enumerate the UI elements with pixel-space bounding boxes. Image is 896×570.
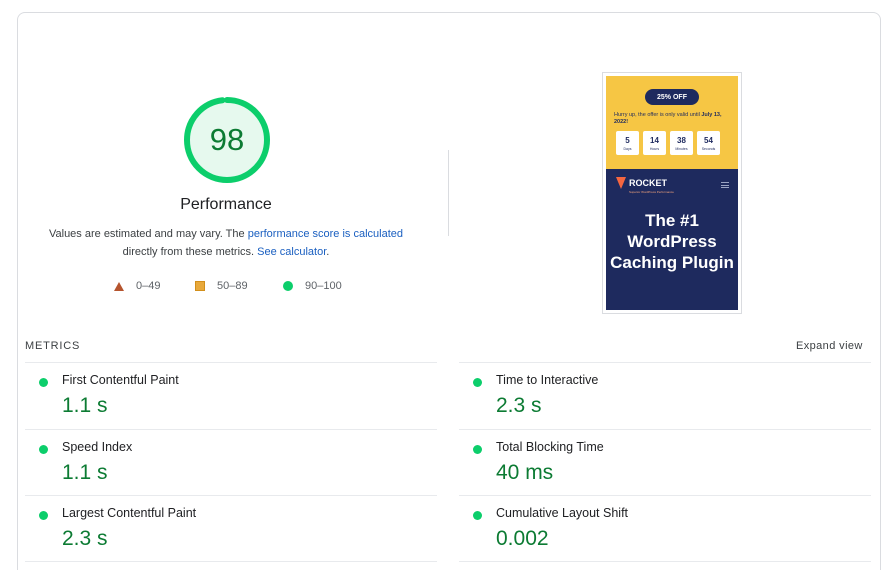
legend-label: 90–100 [305,280,342,292]
logo-text: ROCKET [629,178,667,188]
metric-value: 0.002 [496,527,549,550]
triangle-icon [114,281,124,291]
expand-view-button[interactable]: Expand view [796,340,863,352]
offer-text: Hurry up, the offer is only valid until … [614,112,734,126]
metric-separator [25,495,437,496]
metric-speed-index: Speed Index 1.1 s [25,430,437,496]
timer-box: 14 Hours [643,131,666,155]
offer-date: July 13, 2022! [614,112,722,125]
performance-title: Performance [180,196,272,213]
performance-score-link[interactable]: performance score is calculated [247,228,403,240]
description-text: Values are estimated and may vary. The [48,228,248,240]
timer-value: 14 [650,135,659,145]
metric-name: Cumulative Layout Shift [496,506,629,520]
metric-separator [459,429,871,430]
square-icon [195,281,205,291]
discount-badge: 25% OFF [645,89,699,105]
pass-circle-icon [473,511,482,520]
wp-rocket-logo: ROCKET [616,177,667,189]
metric-separator [459,495,871,496]
timer-label: Days [623,146,632,151]
timer-value: 38 [677,135,686,145]
hamburger-menu-icon [721,182,729,188]
metric-value: 40 ms [496,461,554,484]
metric-first-contentful-paint: First Contentful Paint 1.1 s [25,363,437,429]
metric-name: Total Blocking Time [496,440,604,454]
metric-name: Speed Index [62,440,133,454]
metric-time-to-interactive: Time to Interactive 2.3 s [459,363,871,429]
metric-value: 2.3 s [62,527,108,550]
metric-value: 2.3 s [496,394,542,417]
pass-circle-icon [39,378,48,387]
metric-name: Time to Interactive [496,373,599,387]
metric-total-blocking-time: Total Blocking Time 40 ms [459,430,871,496]
timer-box: 5 Days [616,131,639,155]
legend-item-average: 50–89 [195,279,248,293]
timer-value: 5 [625,135,630,145]
final-screenshot-thumbnail[interactable]: 25% OFF Hurry up, the offer is only vali… [602,72,742,314]
countdown-timer: 5 Days 14 Hours 38 Minutes 54 Seconds [616,131,724,155]
metric-value: 1.1 s [62,461,108,484]
timer-label: Hours [649,146,660,151]
hero-section: ROCKET Superior WordPress Performance Th… [606,169,738,310]
timer-label: Seconds [701,146,716,151]
logo-subtitle: Superior WordPress Performance [629,190,674,194]
performance-score: 98 [209,122,245,157]
hero-title: The #1 WordPress Caching Plugin [610,211,734,272]
metric-value: 1.1 s [62,394,108,417]
pass-circle-icon [39,511,48,520]
metric-separator [25,561,437,562]
vertical-divider [448,150,449,236]
legend-item-pass: 90–100 [283,279,342,293]
metrics-heading: METRICS [25,340,81,352]
rocket-logo-icon [616,177,626,189]
timer-box: 54 Seconds [697,131,720,155]
metric-separator [459,362,871,363]
score-description: Values are estimated and may vary. The p… [36,225,416,261]
circle-icon [283,281,293,291]
metric-separator [25,362,437,363]
offer-text-main: Hurry up, the offer is only valid until [614,112,702,118]
metric-separator [25,429,437,430]
metric-cumulative-layout-shift: Cumulative Layout Shift 0.002 [459,496,871,562]
metric-name: Largest Contentful Paint [62,506,197,520]
description-text-2: directly from these metrics. [122,246,258,258]
see-calculator-link[interactable]: See calculator [257,246,327,258]
pass-circle-icon [39,445,48,454]
pass-circle-icon [473,378,482,387]
promo-banner: 25% OFF Hurry up, the offer is only vali… [606,76,738,169]
metric-largest-contentful-paint: Largest Contentful Paint 2.3 s [25,496,437,562]
timer-value: 54 [704,135,713,145]
legend-label: 50–89 [217,280,248,292]
metric-name: First Contentful Paint [62,373,179,387]
timer-label: Minutes [675,146,688,151]
pass-circle-icon [473,445,482,454]
timer-box: 38 Minutes [670,131,693,155]
metric-separator [459,561,871,562]
performance-gauge: 98 [183,96,271,184]
description-suffix: . [326,246,330,258]
legend-label: 0–49 [136,280,161,292]
legend-item-fail: 0–49 [114,279,160,293]
